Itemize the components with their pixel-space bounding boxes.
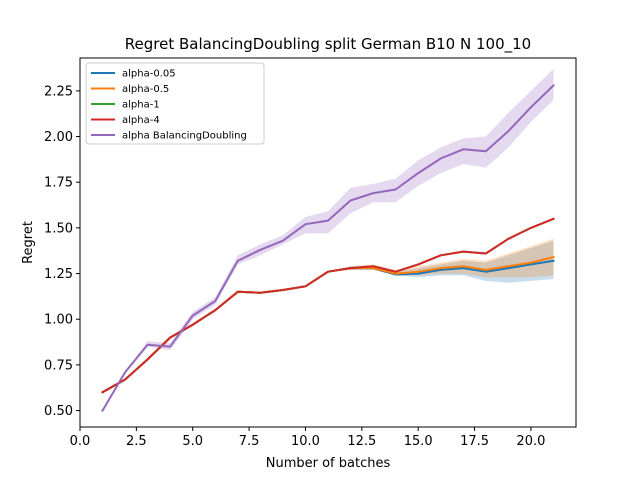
x-axis-label: Number of batches <box>266 456 391 471</box>
y-tick-label: 1.50 <box>44 221 73 236</box>
y-tick-label: 0.75 <box>44 358 73 373</box>
y-tick-label: 0.50 <box>44 404 73 419</box>
y-tick-label: 1.00 <box>44 313 73 328</box>
legend-label: alpha-0.05 <box>122 69 176 80</box>
x-tick-label: 15.0 <box>404 434 433 449</box>
x-tick-label: 7.5 <box>239 434 260 449</box>
legend-label: alpha BalancingDoubling <box>122 131 247 142</box>
band-alpha-0-5 <box>102 238 554 393</box>
series-lines <box>101 83 555 412</box>
plot-frame <box>79 57 577 428</box>
y-axis-label: Regret <box>21 221 36 264</box>
y-tick-label: 2.00 <box>44 130 73 145</box>
x-tick-label: 12.5 <box>347 434 376 449</box>
x-tick-label: 10.0 <box>291 434 320 449</box>
series-line-alpha-balancingdoubling <box>101 83 555 412</box>
series-line-alpha-4 <box>101 217 555 394</box>
band-alpha-0-05 <box>102 240 554 393</box>
chart-title: Regret BalancingDoubling split German B1… <box>125 35 531 54</box>
y-tick-label: 1.75 <box>44 176 73 191</box>
x-tick-label: 20.0 <box>516 434 545 449</box>
legend: alpha-0.05 alpha-0.5 alpha-1 alpha-4 alpha B… <box>85 62 265 145</box>
x-tick-label: 17.5 <box>460 434 489 449</box>
legend-label: alpha-0.5 <box>122 84 169 95</box>
x-tick-label: 0.0 <box>70 434 91 449</box>
y-tick-label: 2.25 <box>44 84 73 99</box>
x-tick-label: 5.0 <box>182 434 203 449</box>
band-alpha-balancingdoubling <box>102 69 554 411</box>
x-axis-ticks: 0.0 2.5 5.0 7.5 10.0 12.5 15.0 17.5 20.0 <box>70 427 545 449</box>
legend-label: alpha-4 <box>122 115 160 126</box>
legend-box <box>85 62 265 145</box>
confidence-bands <box>102 69 554 411</box>
y-axis-ticks: 0.50 0.75 1.00 1.25 1.50 1.75 2.00 2.25 <box>44 84 80 419</box>
legend-label: alpha-1 <box>122 100 160 111</box>
x-tick-label: 2.5 <box>126 434 147 449</box>
y-tick-label: 1.25 <box>44 267 73 282</box>
